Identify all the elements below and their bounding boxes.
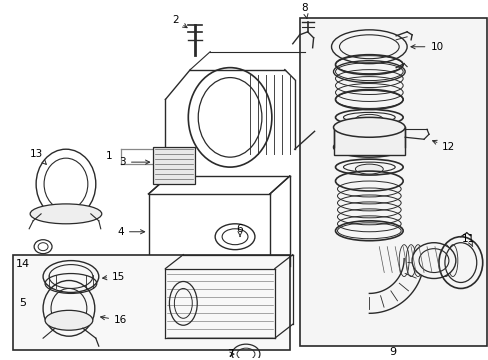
Ellipse shape (30, 204, 102, 224)
Bar (299, 18, 486, 346)
Text: 14: 14 (16, 258, 30, 269)
Text: 9: 9 (389, 347, 396, 357)
Text: 12: 12 (432, 140, 455, 152)
Text: 4: 4 (117, 227, 144, 237)
Text: 7: 7 (226, 349, 233, 359)
Text: 6: 6 (236, 224, 243, 237)
Text: 1: 1 (105, 151, 112, 161)
Ellipse shape (411, 243, 455, 279)
Text: 10: 10 (410, 42, 443, 52)
Text: 2: 2 (172, 15, 187, 28)
Bar (333, 127, 405, 155)
Text: 16: 16 (101, 315, 127, 325)
Text: 8: 8 (301, 3, 307, 19)
Text: 13: 13 (29, 149, 46, 165)
Text: 5: 5 (20, 298, 27, 309)
Text: 11: 11 (461, 234, 474, 247)
Bar (13, 255, 289, 350)
Ellipse shape (355, 164, 383, 174)
Text: 3: 3 (119, 157, 149, 167)
Bar (153, 147, 195, 184)
Ellipse shape (333, 137, 405, 157)
Text: 15: 15 (102, 271, 125, 282)
Ellipse shape (355, 114, 383, 124)
Ellipse shape (45, 310, 93, 330)
Ellipse shape (333, 117, 405, 137)
